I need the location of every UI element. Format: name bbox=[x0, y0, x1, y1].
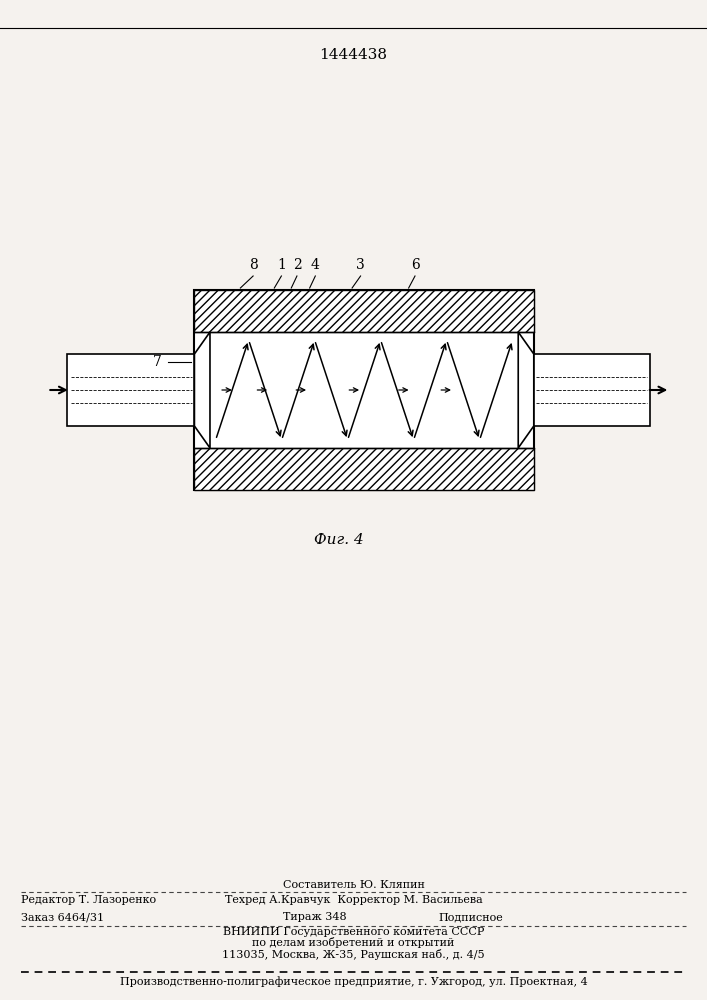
Bar bbox=[194, 290, 534, 490]
Text: Фиг. 4: Фиг. 4 bbox=[315, 533, 364, 547]
Text: Заказ 6464/31: Заказ 6464/31 bbox=[21, 912, 105, 922]
Polygon shape bbox=[194, 332, 210, 448]
Text: 4: 4 bbox=[311, 258, 320, 272]
Text: 2: 2 bbox=[293, 258, 301, 272]
Polygon shape bbox=[518, 332, 534, 448]
Bar bbox=[194, 290, 534, 332]
Text: 8: 8 bbox=[249, 258, 257, 272]
Bar bbox=[67, 354, 194, 426]
Text: 7: 7 bbox=[153, 355, 161, 369]
Text: 1: 1 bbox=[277, 258, 286, 272]
Text: ВНИИПИ Государственного комитета СССР: ВНИИПИ Государственного комитета СССР bbox=[223, 927, 484, 937]
Bar bbox=[194, 448, 534, 490]
Text: Редактор Т. Лазоренко: Редактор Т. Лазоренко bbox=[21, 895, 156, 905]
Text: 1444438: 1444438 bbox=[320, 48, 387, 62]
Text: Производственно-полиграфическое предприятие, г. Ужгород, ул. Проектная, 4: Производственно-полиграфическое предприя… bbox=[119, 977, 588, 987]
Text: Подписное: Подписное bbox=[438, 912, 503, 922]
Bar bbox=[534, 354, 650, 426]
Text: Техред А.Кравчук  Корректор М. Васильева: Техред А.Кравчук Корректор М. Васильева bbox=[225, 895, 482, 905]
Text: по делам изобретений и открытий: по делам изобретений и открытий bbox=[252, 938, 455, 948]
Text: 6: 6 bbox=[411, 258, 419, 272]
Text: 113035, Москва, Ж-35, Раушская наб., д. 4/5: 113035, Москва, Ж-35, Раушская наб., д. … bbox=[222, 948, 485, 960]
Text: 3: 3 bbox=[356, 258, 365, 272]
Text: Тираж 348: Тираж 348 bbox=[283, 912, 346, 922]
Text: Составитель Ю. Кляпин: Составитель Ю. Кляпин bbox=[283, 880, 424, 890]
